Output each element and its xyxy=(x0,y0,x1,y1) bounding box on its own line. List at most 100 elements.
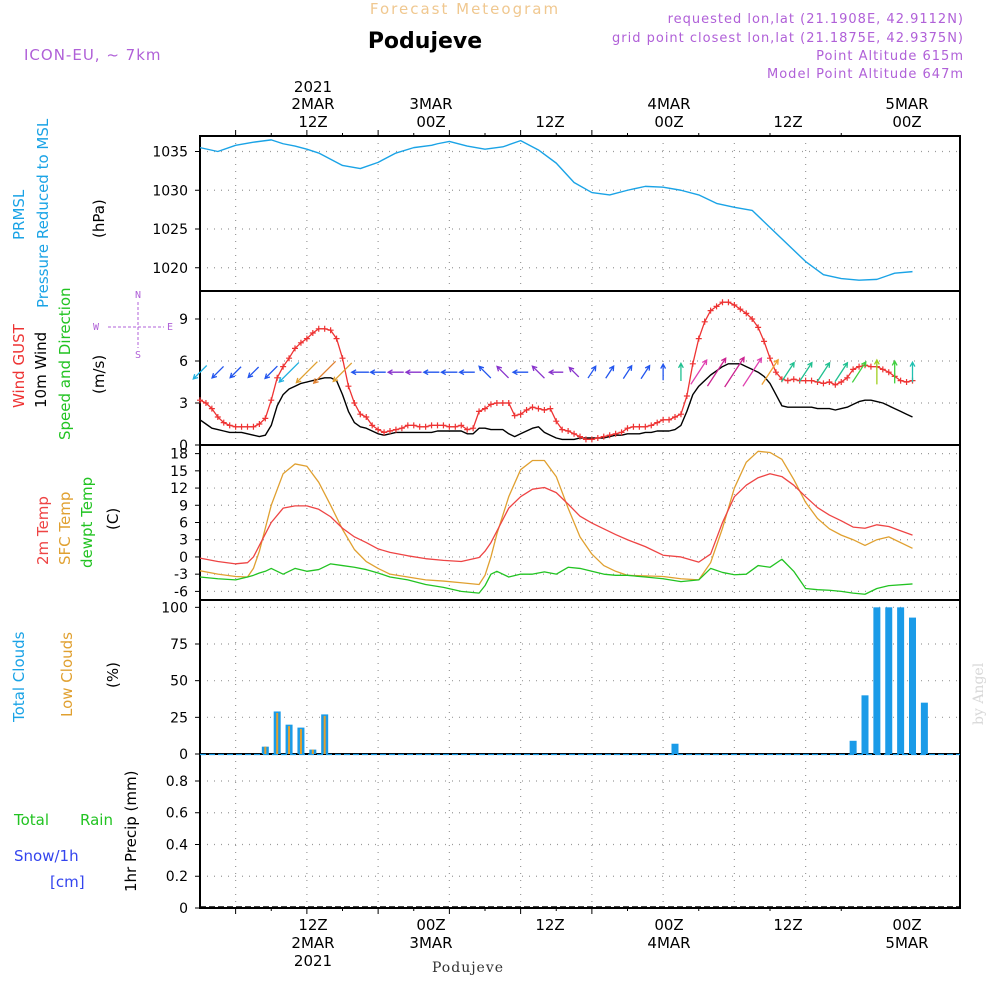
y-tick-label: 1020 xyxy=(152,261,188,277)
top-date-label: 2MAR xyxy=(291,95,334,113)
wind-direction-arrow xyxy=(640,364,651,380)
gust-marker xyxy=(683,393,690,399)
wind-direction-arrow xyxy=(761,358,779,385)
gust-marker xyxy=(375,426,382,433)
gust-marker xyxy=(280,363,287,370)
gust-marker xyxy=(244,423,251,430)
y-tick-label: -3 xyxy=(174,567,188,583)
gust-marker xyxy=(600,433,607,440)
gust-marker xyxy=(517,411,524,418)
total-cloud-bar xyxy=(885,607,893,754)
gust-marker xyxy=(636,423,643,430)
gust-marker xyxy=(737,306,744,313)
gust-marker xyxy=(387,428,393,434)
gust-marker xyxy=(351,400,358,406)
gust-marker xyxy=(404,422,411,429)
bottom-time-axis: 12Z 2MAR 2021 00Z 3MAR 12Z 00Z 4MAR 12Z … xyxy=(291,916,928,970)
gust-marker xyxy=(345,383,352,390)
gust-marker xyxy=(315,325,322,332)
gust-label: Wind GUST xyxy=(10,323,28,408)
gust-marker xyxy=(381,429,388,436)
gust-marker xyxy=(867,363,874,370)
gust-marker xyxy=(719,299,726,306)
y-tick-label: 3 xyxy=(179,533,188,549)
gust-marker xyxy=(505,400,512,406)
gust-marker xyxy=(309,330,316,336)
y-tick-label: 0 xyxy=(179,550,188,566)
y-tick-label: -6 xyxy=(174,584,188,600)
gust-marker xyxy=(452,423,459,430)
gust-marker xyxy=(832,381,839,388)
top-hour-label: 12Z xyxy=(298,113,327,131)
wind-direction-arrow xyxy=(332,362,353,383)
compass-south: S xyxy=(135,350,141,361)
location-title: Podujeve xyxy=(368,29,482,54)
gust-marker xyxy=(226,422,233,429)
temp-dewpt-label: dewpt Temp xyxy=(78,477,96,568)
wind-direction-arrow xyxy=(622,364,633,379)
top-date-label: 4MAR xyxy=(647,95,690,113)
pressure-label-long: Pressure Reduced to MSL xyxy=(34,118,52,308)
clouds-unit: (%) xyxy=(104,662,122,688)
wind-direction-arrow xyxy=(547,369,564,376)
plot-area: 10201025103010350369-6-30369121518025507… xyxy=(152,130,961,917)
gust-marker xyxy=(767,355,773,362)
compass-west: W xyxy=(93,322,100,333)
gust-marker xyxy=(802,377,809,384)
gust-marker xyxy=(755,324,762,331)
gust-marker xyxy=(446,423,453,430)
gust-marker xyxy=(297,339,304,346)
wind-direction-arrow xyxy=(851,360,867,383)
gust-marker xyxy=(624,425,631,432)
gust-marker xyxy=(630,423,637,430)
dewpt-line xyxy=(199,558,913,595)
top-date-label: 3MAR xyxy=(409,95,452,113)
wind-direction-arrow xyxy=(440,369,458,376)
bottom-hour-label: 12Z xyxy=(298,916,327,934)
low-cloud-bar xyxy=(264,746,267,754)
wind-direction-label: Speed and Direction xyxy=(56,287,74,440)
y-tick-label: 3 xyxy=(179,396,188,412)
gust-marker xyxy=(232,423,239,430)
gust-marker xyxy=(339,355,346,362)
gust-marker xyxy=(535,405,542,412)
wind-unit: (m/s) xyxy=(90,355,108,394)
gust-marker xyxy=(268,397,275,404)
gust-marker xyxy=(612,430,619,437)
gust-marker xyxy=(695,335,702,342)
y-tick-label: 0.8 xyxy=(166,774,188,790)
top-date-label: 5MAR xyxy=(885,95,928,113)
gust-marker xyxy=(487,401,494,408)
y-tick-label: 18 xyxy=(170,447,188,463)
gust-marker xyxy=(731,302,738,308)
bottom-date-label: 2MAR xyxy=(291,934,334,952)
wind-direction-arrow xyxy=(816,361,831,382)
bottom-hour-label: 12Z xyxy=(773,916,802,934)
gust-marker xyxy=(440,422,447,429)
y-tick-label: 1025 xyxy=(152,222,188,238)
gust-marker xyxy=(903,379,910,385)
gust-marker xyxy=(660,416,667,423)
pressure-unit: (hPa) xyxy=(90,199,108,238)
gust-marker xyxy=(790,376,797,383)
total-cloud-bar xyxy=(849,740,857,754)
gust-marker xyxy=(499,400,506,406)
gust-marker xyxy=(850,366,857,373)
bottom-hour-label: 00Z xyxy=(416,916,445,934)
low-cloud-bar xyxy=(288,726,291,754)
y-tick-label: 15 xyxy=(170,464,188,480)
y-tick-label: 0 xyxy=(179,901,188,917)
gust-marker xyxy=(238,423,245,430)
gust-marker xyxy=(398,425,405,432)
product-title: Forecast Meteogram xyxy=(370,0,560,18)
gust-marker xyxy=(220,419,227,426)
wind-direction-arrow xyxy=(422,369,440,376)
wind-direction-arrow xyxy=(264,365,278,380)
pressure-label: PRMSL xyxy=(10,189,28,240)
gust-marker xyxy=(476,408,483,415)
wind-direction-arrow xyxy=(295,361,318,384)
wind-direction-arrow xyxy=(312,360,337,385)
y-tick-label: 0.6 xyxy=(166,806,188,822)
gust-marker xyxy=(321,325,328,332)
gust-marker xyxy=(814,379,821,385)
